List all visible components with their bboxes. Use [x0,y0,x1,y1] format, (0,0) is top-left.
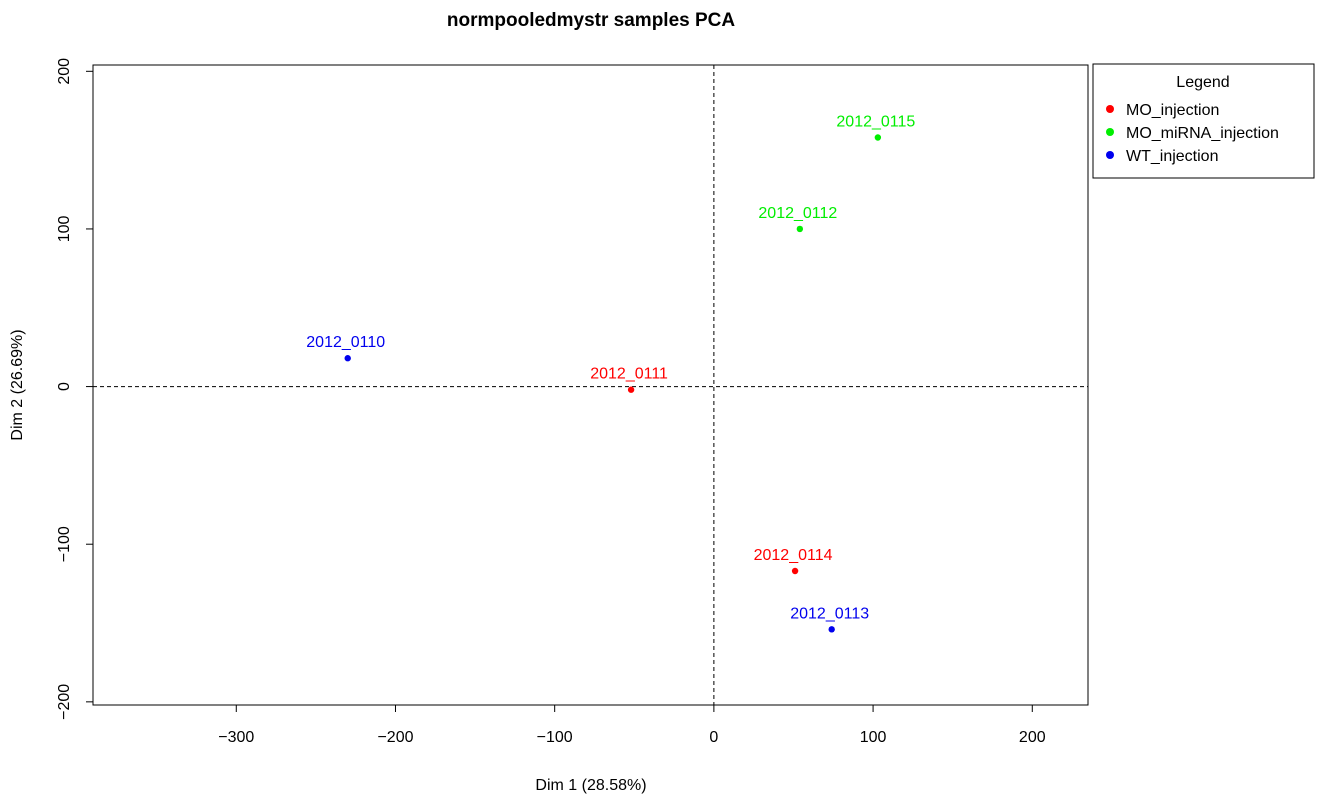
x-tick-label: −300 [218,729,254,746]
x-tick-label: 0 [709,729,718,746]
data-point [791,567,799,575]
y-axis-label: Dim 2 (26.69%) [9,329,26,440]
data-point [344,355,351,362]
y-tick-label: 200 [56,58,73,85]
x-tick-label: −100 [537,729,573,746]
legend-entry-label: WT_injection [1126,148,1218,165]
legend-entry-label: MO_miRNA_injection [1126,125,1279,142]
point-label: 2012_0111 [590,366,668,383]
chart-title: normpooledmystr samples PCA [447,10,736,31]
y-tick-label: −200 [56,684,73,720]
y-tick-label: −100 [56,526,73,562]
plot-area: −300 −200 −100 0 100 200 −200 −100 0 100 200 2012_0… [56,58,1089,746]
x-tick-label: 200 [1019,729,1046,746]
point-label: 2012_0115 [836,114,915,131]
y-tick-label: 0 [56,382,73,391]
legend-marker [1106,128,1114,136]
y-tick-label: 100 [56,215,73,242]
data-point [828,626,835,633]
legend-marker [1106,105,1114,113]
x-tick-label: −200 [377,729,413,746]
x-tick-label: 100 [860,729,887,746]
plot-frame [92,64,1089,706]
data-point [796,225,804,233]
legend-entry-label: MO_injection [1126,102,1219,119]
data-point [874,134,882,141]
legend: Legend MO_injection MO_miRNA_injection WT_… [1092,63,1315,179]
point-label: 2012_0114 [754,547,833,564]
point-label: 2012_0113 [790,605,869,622]
x-axis-label: Dim 1 (28.58%) [535,777,646,794]
point-label: 2012_0112 [758,205,837,222]
point-label: 2012_0110 [306,334,385,351]
legend-box [1092,63,1315,179]
legend-marker [1106,151,1114,159]
legend-title: Legend [1176,74,1229,91]
data-point [627,386,635,393]
